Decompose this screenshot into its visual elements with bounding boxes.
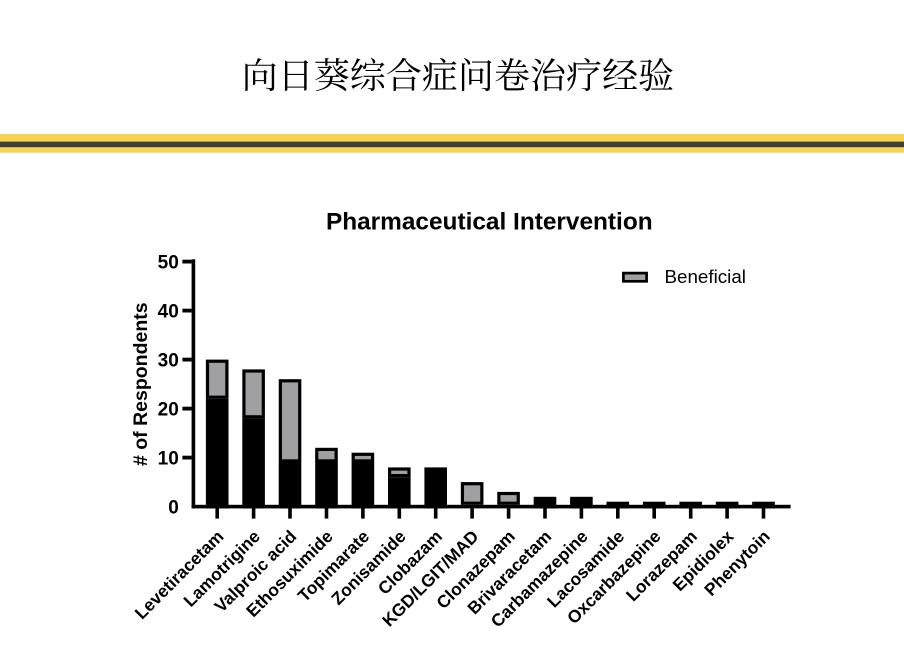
svg-text:10: 10 (158, 448, 179, 469)
svg-text:30: 30 (158, 350, 179, 371)
svg-text:Pharmaceutical Intervention: Pharmaceutical Intervention (326, 209, 653, 236)
svg-text:40: 40 (158, 301, 179, 322)
svg-text:Beneficial: Beneficial (665, 266, 746, 287)
svg-text:50: 50 (158, 252, 179, 273)
svg-text:20: 20 (158, 399, 179, 420)
svg-text:0: 0 (168, 497, 179, 518)
svg-text:# of Respondents: # of Respondents (130, 302, 152, 466)
